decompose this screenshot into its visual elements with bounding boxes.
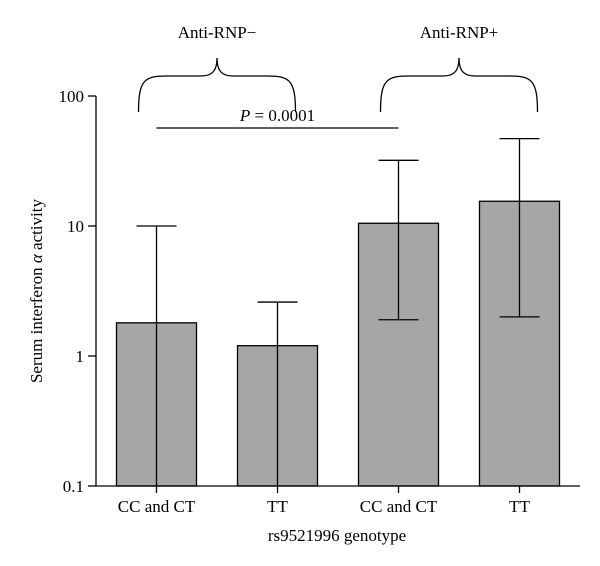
y-axis-label-suffix: activity xyxy=(27,198,46,254)
y-tick-label-4: 100 xyxy=(59,87,85,106)
y-axis-label: Serum interferon α activity xyxy=(27,198,46,383)
axes-layer xyxy=(95,96,580,487)
p-symbol: P xyxy=(239,106,250,125)
y-tick-label-3: 10 xyxy=(67,217,84,236)
group-braces-layer: Anti-RNP− Anti-RNP+ xyxy=(137,23,539,113)
x-tick-label-4: TT xyxy=(509,497,530,516)
significance-layer: P = 0.0001 xyxy=(156,106,399,129)
significance-label: P = 0.0001 xyxy=(239,106,315,125)
x-tick-label-2: TT xyxy=(267,497,288,516)
x-ticks-layer: CC and CT TT CC and CT TT xyxy=(118,486,530,516)
x-axis-label: rs9521996 genotype xyxy=(268,526,406,545)
bars-layer xyxy=(115,200,561,487)
y-axis-label-prefix: Serum interferon xyxy=(27,263,46,383)
group-label-2: Anti-RNP+ xyxy=(420,23,499,42)
y-tick-label-1: 0.1 xyxy=(63,477,84,496)
y-ticks-layer: 0.1 1 10 100 xyxy=(59,87,96,496)
x-tick-label-1: CC and CT xyxy=(118,497,196,516)
y-axis-label-symbol: α xyxy=(27,253,46,263)
y-tick-label-2: 1 xyxy=(76,347,85,366)
group-brace-2 xyxy=(379,57,539,113)
p-value: = 0.0001 xyxy=(250,106,315,125)
group-label-1: Anti-RNP− xyxy=(178,23,257,42)
error-bars-layer xyxy=(136,137,540,486)
x-tick-label-3: CC and CT xyxy=(360,497,438,516)
group-brace-1 xyxy=(137,57,297,113)
